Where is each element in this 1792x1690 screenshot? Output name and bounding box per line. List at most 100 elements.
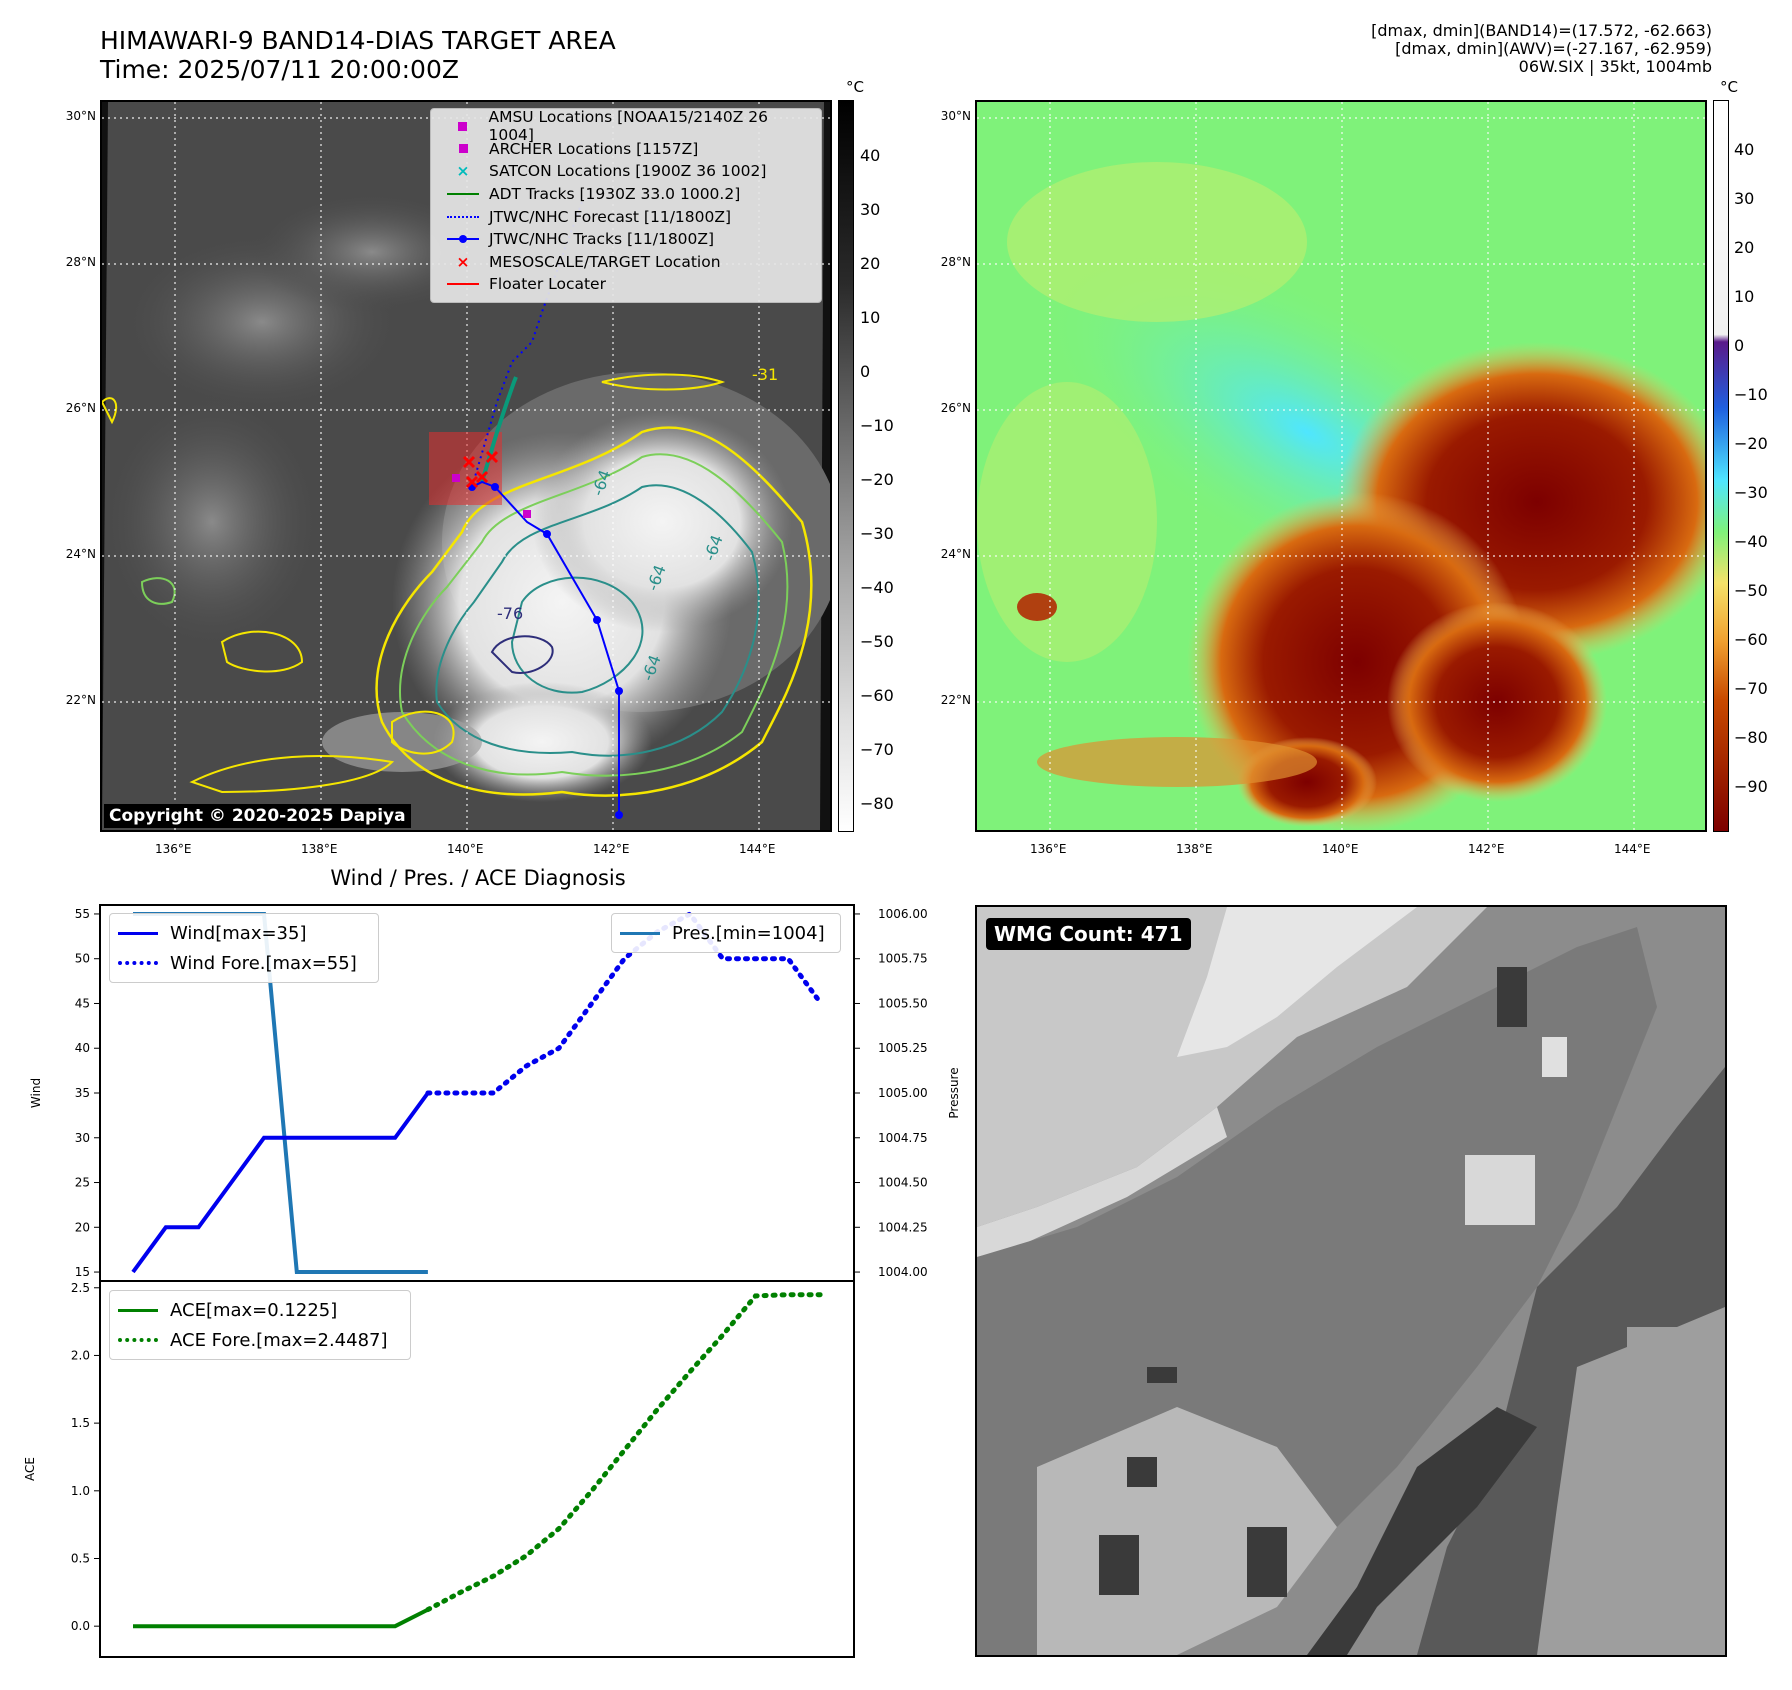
title-line-1: HIMAWARI-9 BAND14-DIAS TARGET AREA <box>100 26 616 55</box>
diagnostic-info: [dmax, dmin](BAND14)=(17.572, -62.663) [… <box>1371 22 1712 76</box>
colorbar-1-ticks: 40 30 20 10 0 −10 −20 −30 −40 −50 −60 −7… <box>860 100 920 832</box>
diagnosis-charts: 15 20 25 30 35 40 45 50 55 1004.00 1004.25 1004.50 1… <box>23 904 960 1658</box>
square-marker-icon <box>437 144 489 154</box>
tick-label: −30 <box>1734 483 1768 502</box>
ace-tick-label: 2.0 <box>71 1348 90 1362</box>
tick-label: 10 <box>1734 287 1755 306</box>
wind-series-line <box>131 1091 430 1274</box>
legend-label: JTWC/NHC Forecast [11/1800Z] <box>489 207 732 226</box>
lon-label: 140°E <box>1322 842 1359 856</box>
lon-label: 144°E <box>739 842 776 856</box>
solid-line-icon <box>118 931 158 935</box>
legend-label: ACE[max=0.1225] <box>170 1299 338 1321</box>
wind-tick-label: 50 <box>75 952 90 966</box>
lat-label: 24°N <box>65 547 96 561</box>
solid-line-icon <box>118 1308 158 1312</box>
pressure-tick-label: 1004.00 <box>878 1265 928 1279</box>
wind-tick-label: 40 <box>75 1041 90 1055</box>
legend-item-adt: ADT Tracks [1930Z 33.0 1000.2] <box>437 183 815 206</box>
info-line-2: [dmax, dmin](AWV)=(-27.167, -62.959) <box>1395 39 1712 58</box>
pressure-tick-label: 1005.25 <box>878 1041 928 1055</box>
title-line-2: Time: 2025/07/11 20:00:00Z <box>100 55 459 84</box>
legend-label: AMSU Locations [NOAA15/2140Z 26 1004] <box>488 108 768 145</box>
wind-tick-label: 25 <box>75 1176 90 1190</box>
tick-label: −30 <box>860 524 894 543</box>
lat-label: 30°N <box>65 109 96 123</box>
legend-item-amsu: AMSU Locations [NOAA15/2140Z 26 1004] <box>437 108 815 144</box>
tick-label: −50 <box>860 632 894 651</box>
legend-label: Pres.[min=1004] <box>672 922 825 944</box>
lon-label: 138°E <box>1176 842 1213 856</box>
map2-lat-labels: 30°N 28°N 26°N 24°N 22°N <box>915 100 971 832</box>
tick-label: 30 <box>1734 189 1755 208</box>
wind-tick-label: 20 <box>75 1220 90 1234</box>
legend-label: ACE Fore.[max=2.4487] <box>170 1329 388 1351</box>
colorbar-2-unit: °C <box>1720 78 1738 96</box>
wmg-pixel-panel <box>975 905 1727 1657</box>
legend-label: JTWC/NHC Tracks [11/1800Z] <box>489 230 715 249</box>
pressure-tick-label: 1006.00 <box>878 907 928 921</box>
ace-tick-label: 0.5 <box>71 1551 90 1565</box>
colorbar-1 <box>838 100 854 832</box>
tick-label: −10 <box>860 416 894 435</box>
wind-tick-label: 30 <box>75 1131 90 1145</box>
legend-label: ARCHER Locations [1157Z] <box>489 139 699 158</box>
wind-legend: Wind[max=35] Wind Fore.[max=55] <box>109 913 379 983</box>
lat-label: 24°N <box>940 547 971 561</box>
lat-label: 28°N <box>65 255 96 269</box>
lon-label: 144°E <box>1614 842 1651 856</box>
legend-label: SATCON Locations [1900Z 36 1002] <box>489 162 767 181</box>
wind-axis-label: Wind <box>29 1078 43 1108</box>
ace-legend: ACE[max=0.1225] ACE Fore.[max=2.4487] <box>109 1290 411 1360</box>
legend-item-pressure: Pres.[min=1004] <box>620 918 832 948</box>
legend-item-archer: ARCHER Locations [1157Z] <box>437 138 815 161</box>
colorbar-1-unit: °C <box>846 78 864 96</box>
tick-label: 10 <box>860 308 881 327</box>
square-marker-icon <box>437 121 488 131</box>
legend-item-ace: ACE[max=0.1225] <box>118 1295 402 1325</box>
wmg-image <box>977 907 1725 1655</box>
lon-label: 142°E <box>1468 842 1505 856</box>
tick-label: −80 <box>860 794 894 813</box>
tick-label: −60 <box>860 686 894 705</box>
line-marker-icon <box>437 283 489 286</box>
map2-lon-labels: 136°E 138°E 140°E 142°E 144°E <box>975 842 1707 860</box>
pressure-tick-label: 1004.25 <box>878 1220 928 1234</box>
enhanced-map-image <box>977 102 1705 830</box>
dotted-line-icon <box>118 1338 158 1342</box>
ace-plot-frame <box>99 1280 855 1658</box>
tick-label: −50 <box>1734 581 1768 600</box>
legend-label: Floater Locater <box>489 275 606 294</box>
lon-label: 138°E <box>301 842 338 856</box>
lat-label: 26°N <box>940 401 971 415</box>
lon-label: 136°E <box>1030 842 1067 856</box>
tick-label: −70 <box>860 740 894 759</box>
wind-pressure-axes: 15 20 25 30 35 40 45 50 55 1004.00 1004.25 1004.50 1… <box>29 904 960 1282</box>
ace-tick-label: 0.0 <box>71 1619 90 1633</box>
ir-satellite-map: -76 -64 -64 -64 -64 -31 <box>100 100 832 832</box>
x-marker-icon: × <box>456 252 470 271</box>
tick-label: −10 <box>1734 385 1768 404</box>
pressure-axis-label: Pressure <box>947 1067 960 1118</box>
legend-label: Wind Fore.[max=55] <box>170 952 357 974</box>
ace-axis-label: ACE <box>23 1457 37 1481</box>
pressure-tick-label: 1005.00 <box>878 1086 928 1100</box>
legend-item-satcon: × SATCON Locations [1900Z 36 1002] <box>437 160 815 183</box>
lon-label: 140°E <box>447 842 484 856</box>
contour-label-6: -31 <box>752 365 778 384</box>
tick-label: −70 <box>1734 679 1768 698</box>
tick-label: −40 <box>860 578 894 597</box>
lat-label: 22°N <box>940 693 971 707</box>
colorbar-2-ticks: 40 30 20 10 0 −10 −20 −30 −40 −50 −60 −7… <box>1734 100 1790 832</box>
ace-axes: 0.0 0.5 1.0 1.5 2.0 2.5 ACE <box>23 1280 855 1658</box>
legend-item-jtwc-forecast: JTWC/NHC Forecast [11/1800Z] <box>437 205 815 228</box>
tick-label: 40 <box>1734 140 1755 159</box>
legend-item-floater: Floater Locater <box>437 273 815 296</box>
legend-item-ace-forecast: ACE Fore.[max=2.4487] <box>118 1325 402 1355</box>
lat-label: 30°N <box>940 109 971 123</box>
pressure-tick-label: 1005.75 <box>878 952 928 966</box>
info-line-3: 06W.SIX | 35kt, 1004mb <box>1518 57 1712 76</box>
colorbar-2 <box>1713 100 1729 832</box>
lat-label: 22°N <box>65 693 96 707</box>
figure-title: HIMAWARI-9 BAND14-DIAS TARGET AREA Time: … <box>100 26 616 84</box>
